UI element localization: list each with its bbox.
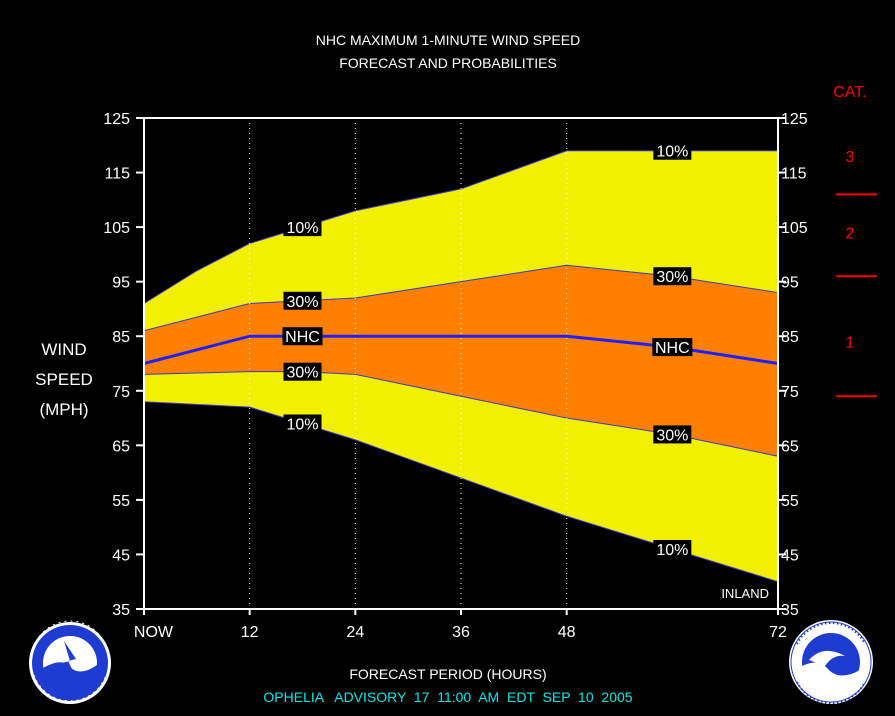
y-tick-label-left: 35 xyxy=(112,602,130,619)
curve-labels: 10% 30% NHC 30% 10% 10% 30% NHC 30% 10% xyxy=(282,141,693,559)
curve-label-box xyxy=(283,291,322,310)
curve-label-box xyxy=(283,414,322,433)
chart-title-line1: NHC MAXIMUM 1-MINUTE WIND SPEED xyxy=(316,32,580,48)
y-tick-label-right: 115 xyxy=(781,166,807,183)
y-tick-label-left: 75 xyxy=(112,384,130,401)
category-label: 2 xyxy=(846,226,855,243)
advisory-text: OPHELIA ADVISORY 17 11:00 AM EDT SEP 10 … xyxy=(263,689,632,705)
curve-label-box xyxy=(653,141,692,160)
y-tick-label-right: 35 xyxy=(781,602,799,619)
y-tick-label-right: 125 xyxy=(781,111,808,128)
curve-label-box xyxy=(653,267,692,286)
curve-label-box xyxy=(653,539,692,558)
curve-label-box xyxy=(653,425,692,444)
upper-10-line xyxy=(143,150,778,304)
curve-label: NHC xyxy=(285,329,320,346)
nws-logo xyxy=(29,620,111,704)
curve-label: 30% xyxy=(656,427,688,444)
y-tick-label-left: 105 xyxy=(103,220,130,237)
y-tick-label-right: 55 xyxy=(781,493,799,510)
y-tick-label-right: 75 xyxy=(781,384,799,401)
y-tick-label-right: 45 xyxy=(781,547,799,564)
y-tick-label-left: 115 xyxy=(104,166,130,183)
category-header: CAT. xyxy=(833,84,866,101)
y-axis-label-wind: WIND xyxy=(41,340,86,359)
y-tick-label-left: 125 xyxy=(103,111,130,128)
x-tick-label: 24 xyxy=(346,624,364,641)
plot-area xyxy=(143,150,779,583)
x-tick-label: 12 xyxy=(241,624,259,641)
y-tick-label-left: 55 xyxy=(112,493,130,510)
curve-label: 10% xyxy=(286,417,318,434)
curve-label-box xyxy=(282,327,323,346)
curve-label-box xyxy=(652,338,693,357)
chart-title-line2: FORECAST AND PROBABILITIES xyxy=(339,55,557,71)
curve-label: 10% xyxy=(286,220,318,237)
curve-label-box xyxy=(283,218,322,237)
category-label: 3 xyxy=(846,149,855,166)
curve-label: NHC xyxy=(655,340,690,357)
y-axis-label-speed: SPEED xyxy=(35,370,93,389)
y-tick-label-left: 85 xyxy=(112,329,130,346)
x-tick-label: 36 xyxy=(452,624,470,641)
x-tick-label: 72 xyxy=(769,624,787,641)
y-axis-label-units: (MPH) xyxy=(39,400,88,419)
x-axis-label: FORECAST PERIOD (HOURS) xyxy=(349,666,546,682)
axes: 125 125 115 115 105 105 95 95 85 85 75 75 65 65 55 55 45… xyxy=(103,111,877,641)
y-tick-label-right: 95 xyxy=(781,275,799,292)
band-30-percent xyxy=(144,265,778,457)
y-tick-label-right: 85 xyxy=(781,329,799,346)
x-tick-label: NOW xyxy=(134,624,174,641)
inland-label: INLAND xyxy=(721,586,769,601)
curve-label: 30% xyxy=(286,365,318,382)
y-tick-label-left: 65 xyxy=(112,438,130,455)
y-tick-label-left: 95 xyxy=(112,275,130,292)
curve-label-box xyxy=(283,362,322,381)
x-tick-label: 48 xyxy=(558,624,576,641)
curve-label: 10% xyxy=(656,144,688,161)
y-tick-label-right: 105 xyxy=(781,220,808,237)
noaa-logo xyxy=(789,620,873,704)
curve-label: 30% xyxy=(286,294,318,311)
curve-label: 10% xyxy=(656,542,688,559)
y-tick-label-left: 45 xyxy=(112,547,130,564)
y-tick-label-right: 65 xyxy=(781,438,799,455)
curve-label: 30% xyxy=(656,269,688,286)
category-label: 1 xyxy=(846,335,855,352)
